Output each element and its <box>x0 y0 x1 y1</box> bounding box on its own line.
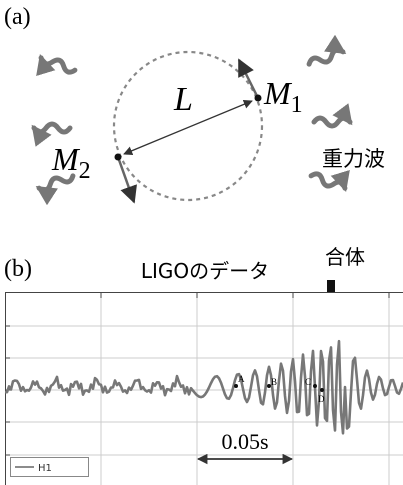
velocity-arrow <box>116 156 137 204</box>
panel-label: (b) <box>4 256 32 282</box>
velocity-arrow <box>237 58 260 99</box>
mass-dot <box>254 94 262 102</box>
mass-label: M1 <box>263 75 303 118</box>
interval-label: 0.05s <box>221 429 268 454</box>
subscript: 1 <box>291 92 303 118</box>
wave-arrow <box>36 54 78 77</box>
orbit <box>112 50 264 202</box>
point-labels: A B C D <box>234 374 325 404</box>
wave-arrow <box>308 169 350 192</box>
legend <box>10 457 89 477</box>
symbol: M <box>51 141 81 177</box>
mass-dot <box>114 153 122 161</box>
point-label: A <box>238 374 245 384</box>
distance-arrow <box>123 99 253 156</box>
panel-label: (a) <box>4 4 31 30</box>
distance-label: L <box>173 81 193 118</box>
waveform <box>4 339 403 435</box>
mass-label: M2 <box>51 141 91 184</box>
wave-arrow <box>35 173 76 206</box>
subscript: 2 <box>79 158 91 184</box>
point-label: D <box>318 394 325 404</box>
ticks <box>5 293 390 456</box>
merger-label: 合体 <box>325 245 365 269</box>
panel-title: LIGOのデータ <box>141 259 269 283</box>
point-label: B <box>271 377 277 387</box>
legend-label: H1 <box>38 463 52 474</box>
point-label: C <box>305 377 311 387</box>
wave-arrows <box>31 34 353 206</box>
wave-label: 重力波 <box>322 147 385 171</box>
symbol: M <box>263 75 293 111</box>
wave-arrow <box>311 103 353 129</box>
wave-arrow <box>306 34 347 67</box>
wave-arrow <box>31 121 73 147</box>
